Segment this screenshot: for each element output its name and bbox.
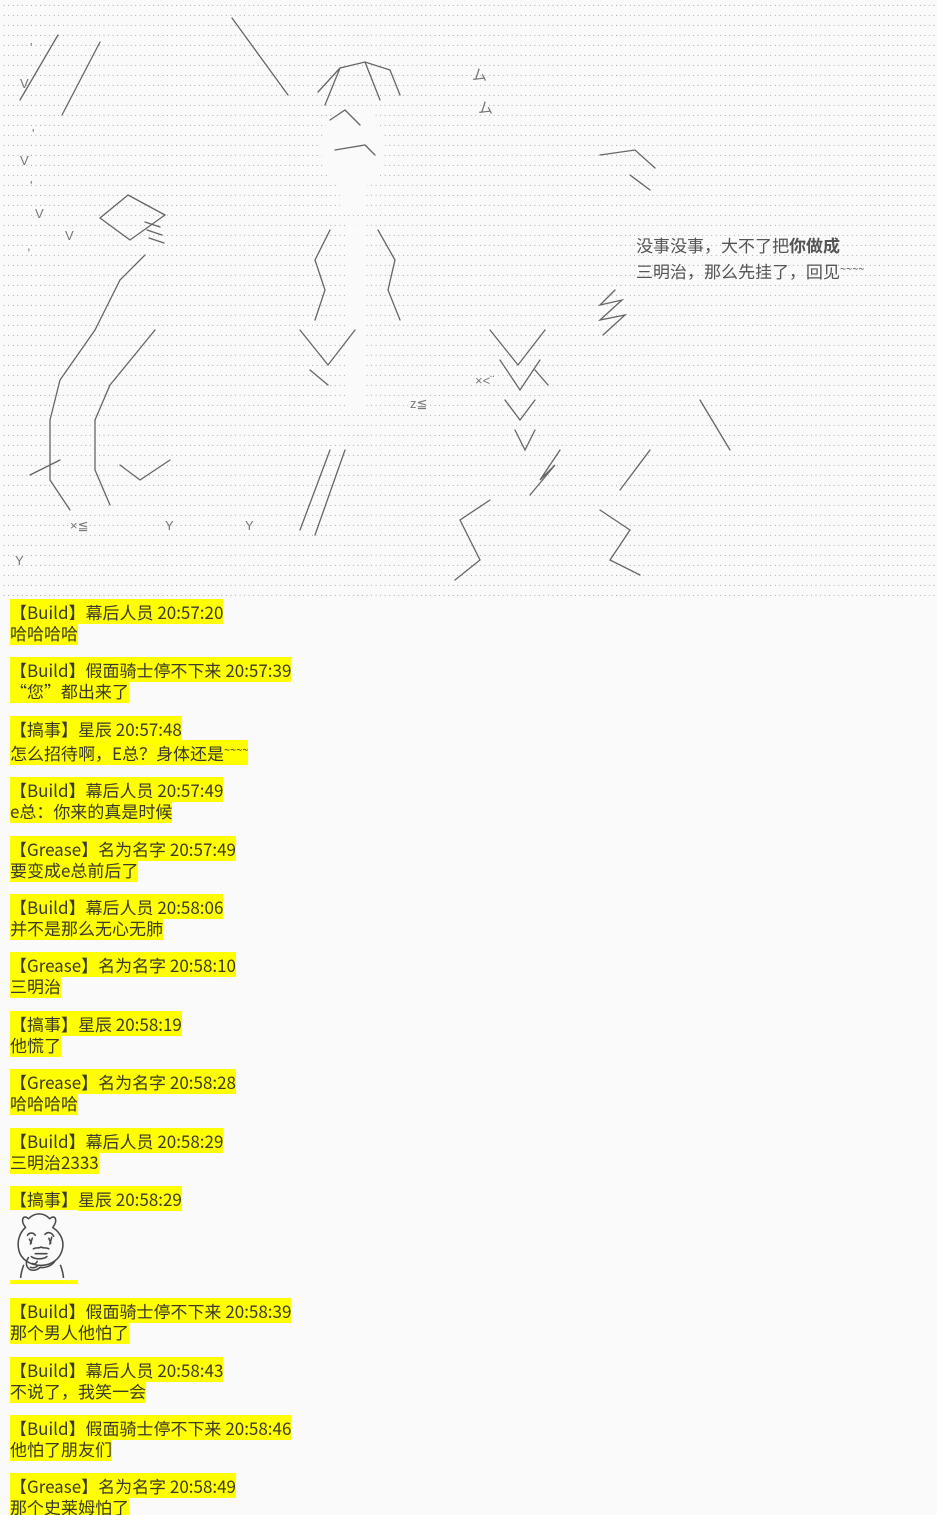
- svg-text:': ': [30, 40, 32, 55]
- svg-text:z≦: z≦: [410, 396, 427, 411]
- svg-text:V: V: [35, 206, 44, 221]
- svg-text:': ': [32, 126, 34, 141]
- svg-text:': ': [30, 178, 32, 193]
- svg-text:Y: Y: [165, 518, 174, 533]
- svg-text:ム: ム: [472, 67, 487, 84]
- svg-text:Y: Y: [15, 553, 24, 568]
- svg-text:V: V: [65, 228, 74, 243]
- svg-text:×≦: ×≦: [70, 518, 88, 533]
- svg-text:,: ,: [27, 238, 31, 253]
- svg-text:V: V: [20, 76, 29, 91]
- svg-text:Y: Y: [245, 518, 254, 533]
- svg-text:ム: ム: [478, 100, 493, 117]
- svg-text:×<¨: ×<¨: [475, 373, 495, 388]
- svg-text:V: V: [20, 153, 29, 168]
